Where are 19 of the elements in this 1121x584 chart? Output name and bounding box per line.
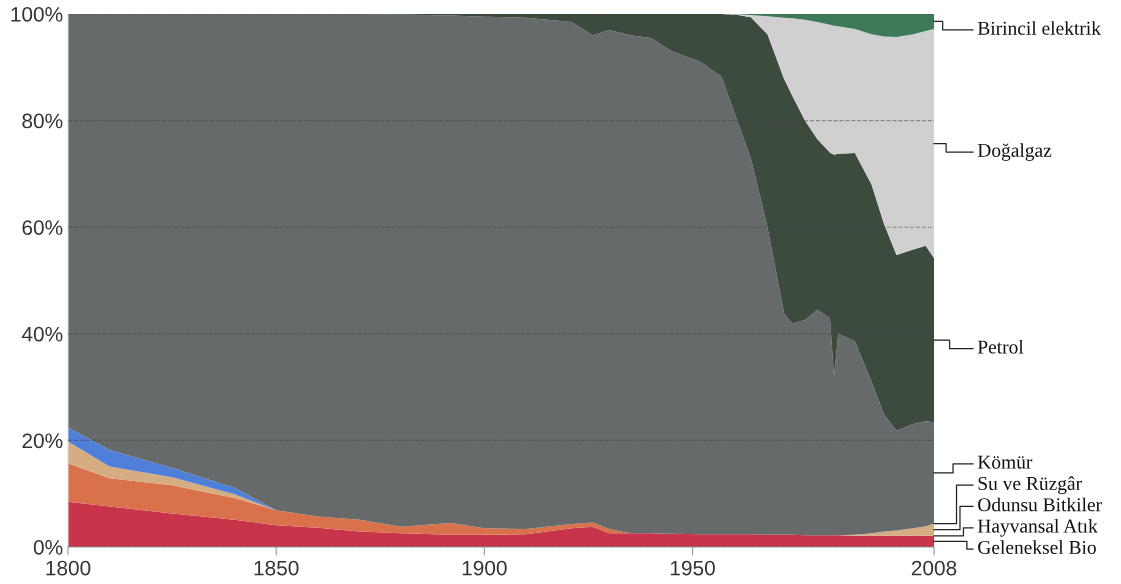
text: Su ve Rüzgâr	[978, 476, 1082, 495]
text: Geleneksel Bio	[978, 540, 1096, 554]
y-tick-label: 20%	[22, 433, 63, 449]
text: Doğalgaz	[977, 143, 1052, 161]
text: Petrol	[977, 339, 1024, 354]
text: Birincil elektrik	[977, 21, 1101, 35]
y-tick-label: 40%	[21, 326, 63, 342]
y-tick-label: 0%	[33, 540, 63, 555]
x-tick-label: 1850	[254, 560, 299, 576]
text: Kömür	[977, 455, 1033, 469]
x-tick-label: 1800	[46, 560, 91, 576]
y-tick-label: 60%	[22, 220, 63, 235]
x-tick-label: 2008	[911, 560, 957, 576]
y-tick-label: 100%	[11, 7, 63, 22]
text: Odunsu Bitkiler	[978, 497, 1102, 512]
x-tick-label: 1900	[462, 560, 507, 576]
y-tick-label: 80%	[22, 113, 63, 129]
text: Hayvansal Atık	[977, 518, 1098, 537]
x-tick-label: 1950	[670, 560, 715, 576]
